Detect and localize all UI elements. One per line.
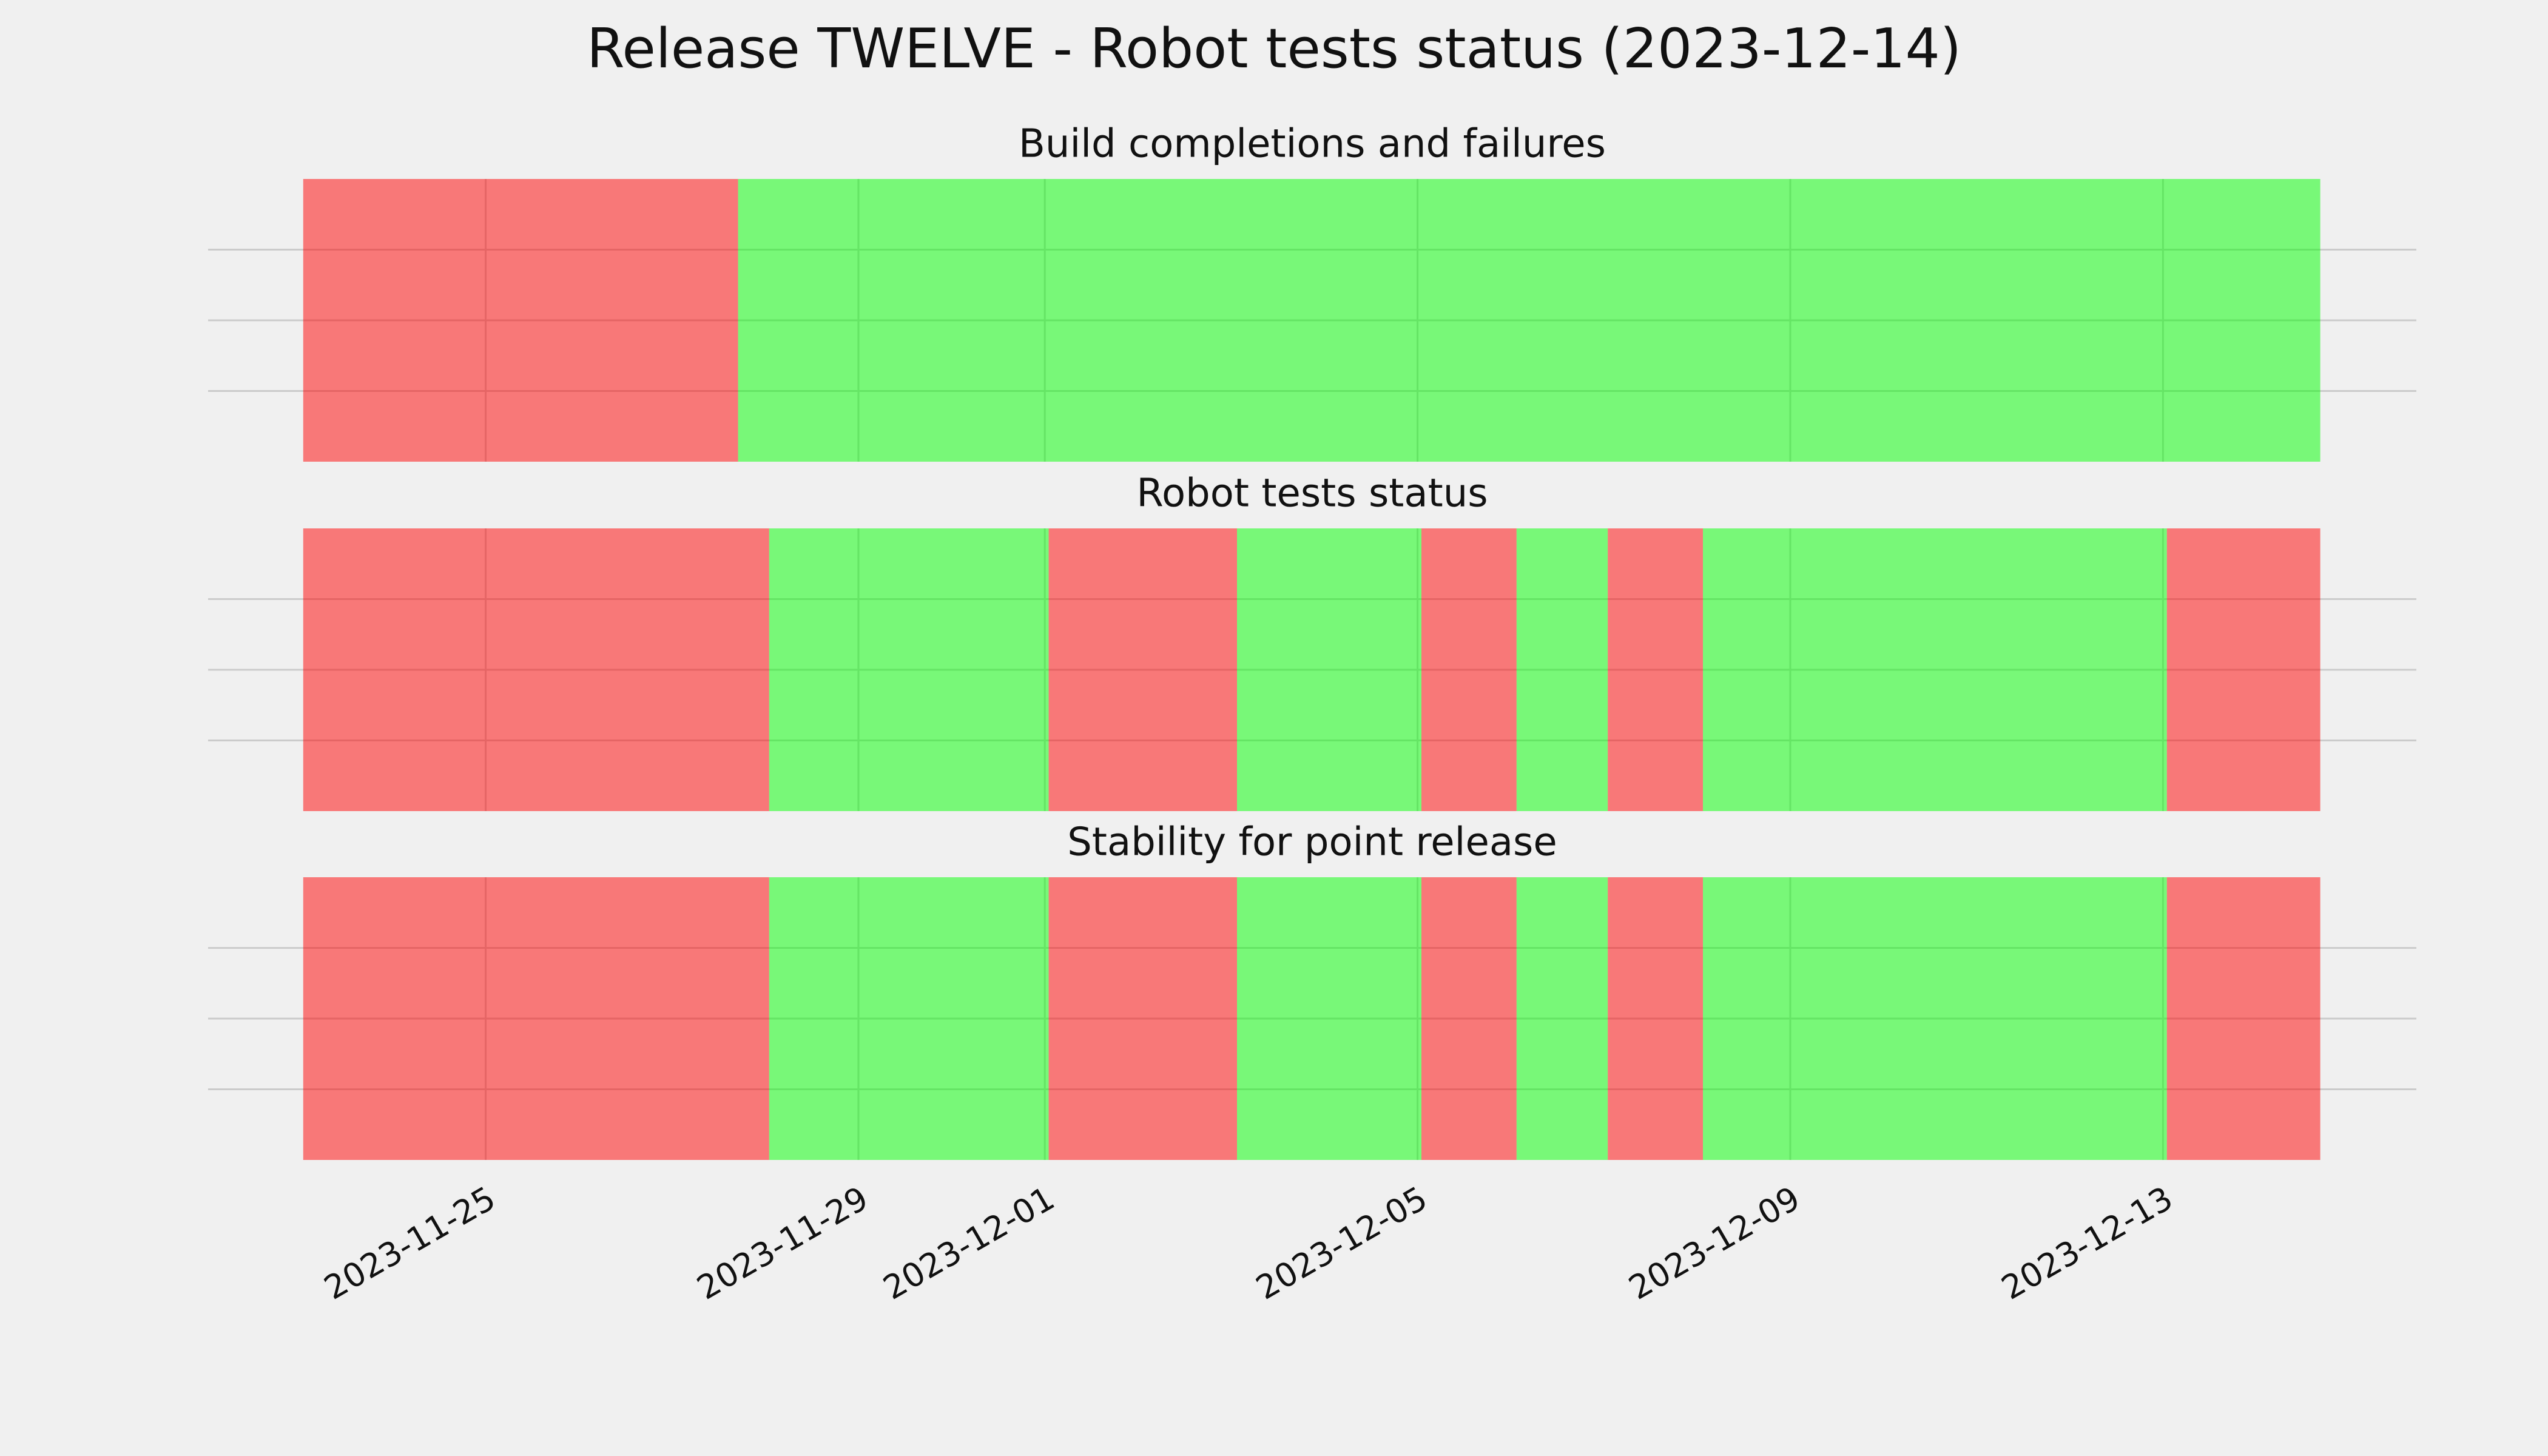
- status-span: [1237, 528, 1421, 811]
- status-span: [1237, 877, 1421, 1160]
- panel-title: Stability for point release: [1067, 820, 1557, 865]
- status-span: [303, 179, 738, 462]
- status-span: [769, 528, 1049, 811]
- status-span: [2166, 528, 2320, 811]
- status-span: [1048, 528, 1237, 811]
- status-span: [1608, 877, 1703, 1160]
- status-span: [769, 877, 1049, 1160]
- panel-title: Robot tests status: [1136, 471, 1488, 516]
- status-span: [303, 528, 769, 811]
- status-span: [1516, 528, 1608, 811]
- status-span: [1703, 877, 2167, 1160]
- panel-title: Build completions and failures: [1019, 122, 1606, 167]
- status-span: [1703, 528, 2167, 811]
- status-span: [1516, 877, 1608, 1160]
- status-span: [303, 877, 769, 1160]
- status-span: [1608, 528, 1703, 811]
- status-span: [2166, 877, 2320, 1160]
- chart-title: Release TWELVE - Robot tests status (202…: [587, 17, 1961, 81]
- status-span: [1048, 877, 1237, 1160]
- status-span: [738, 179, 2320, 462]
- status-span: [1421, 877, 1517, 1160]
- status-span: [1421, 528, 1517, 811]
